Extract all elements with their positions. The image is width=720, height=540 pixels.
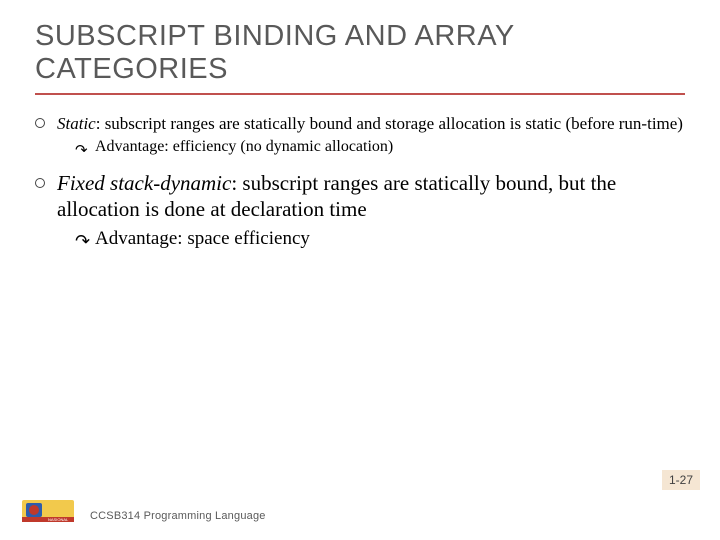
sub-list: ↷ Advantage: efficiency (no dynamic allo… bbox=[57, 138, 685, 156]
arrow-bullet-icon: ↷ bbox=[75, 141, 88, 160]
page-title: SUBSCRIPT BINDING AND ARRAY CATEGORIES bbox=[35, 20, 685, 95]
svg-text:NASIONAL: NASIONAL bbox=[48, 517, 69, 522]
circle-bullet-icon bbox=[35, 178, 45, 188]
term: Fixed stack-dynamic bbox=[57, 171, 231, 195]
sub-list: ↷ Advantage: space efficiency bbox=[57, 228, 685, 250]
list-item: Fixed stack-dynamic: subscript ranges ar… bbox=[35, 170, 685, 251]
university-logo: NASIONAL bbox=[20, 494, 76, 526]
footer-text: CCSB314 Programming Language bbox=[90, 510, 266, 522]
list-item: Static: subscript ranges are statically … bbox=[35, 113, 685, 156]
circle-bullet-icon bbox=[35, 118, 45, 128]
desc: : subscript ranges are statically bound … bbox=[96, 114, 683, 133]
sub-list-item: ↷ Advantage: space efficiency bbox=[75, 228, 685, 250]
adv-text: efficiency (no dynamic allocation) bbox=[169, 138, 394, 155]
slide: SUBSCRIPT BINDING AND ARRAY CATEGORIES S… bbox=[0, 0, 720, 540]
adv-label: Advantage: bbox=[95, 228, 183, 249]
adv-text: space efficiency bbox=[183, 228, 310, 249]
bullet-list: Static: subscript ranges are statically … bbox=[35, 113, 685, 251]
sub-list-item: ↷ Advantage: efficiency (no dynamic allo… bbox=[75, 138, 685, 156]
arrow-bullet-icon: ↷ bbox=[75, 231, 90, 252]
item-text: Fixed stack-dynamic: subscript ranges ar… bbox=[57, 170, 685, 223]
item-text: Static: subscript ranges are statically … bbox=[57, 113, 685, 134]
page-number-badge: 1-27 bbox=[662, 470, 700, 490]
adv-label: Advantage: bbox=[95, 138, 169, 155]
term: Static bbox=[57, 114, 96, 133]
content-area: Static: subscript ranges are statically … bbox=[35, 95, 685, 251]
